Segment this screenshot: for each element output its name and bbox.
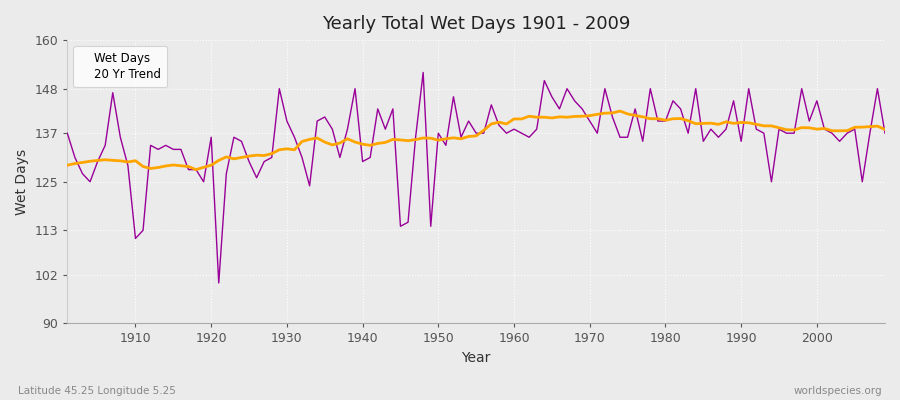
Wet Days	[297, 155, 308, 160]
Wet Days	[418, 70, 428, 75]
20 Yr Trend	[342, 136, 353, 141]
Wet Days	[615, 135, 626, 140]
Y-axis label: Wet Days: Wet Days	[15, 149, 29, 215]
Wet Days	[62, 131, 73, 136]
20 Yr Trend	[122, 160, 133, 164]
Wet Days	[213, 280, 224, 285]
Line: 20 Yr Trend: 20 Yr Trend	[68, 111, 885, 170]
20 Yr Trend	[879, 127, 890, 132]
Title: Yearly Total Wet Days 1901 - 2009: Yearly Total Wet Days 1901 - 2009	[322, 15, 630, 33]
20 Yr Trend	[607, 110, 617, 115]
20 Yr Trend	[297, 139, 308, 144]
Wet Days	[879, 131, 890, 136]
Text: worldspecies.org: worldspecies.org	[794, 386, 882, 396]
20 Yr Trend	[62, 163, 73, 168]
Wet Days	[517, 131, 527, 136]
Wet Days	[122, 163, 133, 168]
20 Yr Trend	[191, 167, 202, 172]
20 Yr Trend	[615, 109, 626, 114]
X-axis label: Year: Year	[462, 351, 490, 365]
Line: Wet Days: Wet Days	[68, 72, 885, 283]
Wet Days	[524, 135, 535, 140]
20 Yr Trend	[508, 116, 519, 121]
20 Yr Trend	[517, 116, 527, 121]
Wet Days	[342, 127, 353, 132]
Legend: Wet Days, 20 Yr Trend: Wet Days, 20 Yr Trend	[73, 46, 167, 87]
Text: Latitude 45.25 Longitude 5.25: Latitude 45.25 Longitude 5.25	[18, 386, 176, 396]
